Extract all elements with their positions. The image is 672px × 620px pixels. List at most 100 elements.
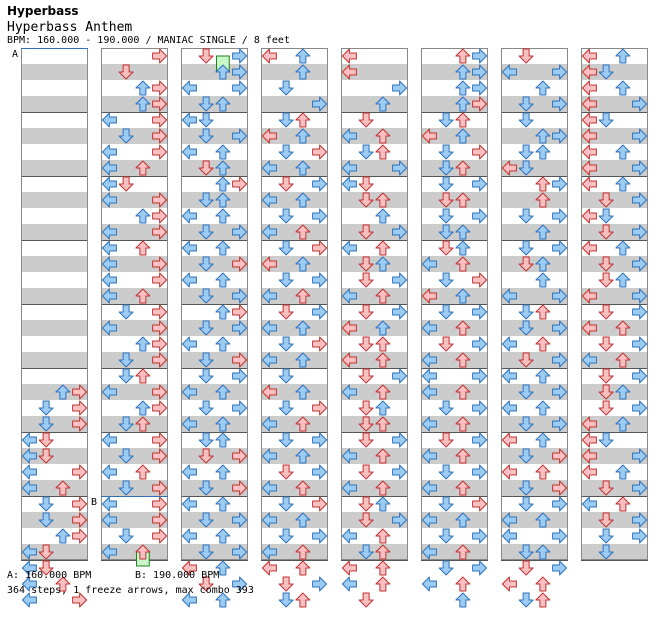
- beat-stripe: [261, 320, 328, 336]
- arrow-right-icon: [552, 448, 568, 464]
- beat-stripe: [421, 512, 488, 528]
- arrow-down-icon: [118, 528, 134, 544]
- beat-stripe: [101, 352, 168, 368]
- beat-stripe: [261, 512, 328, 528]
- arrow-right-icon: [152, 112, 168, 128]
- arrow-down-icon: [358, 256, 374, 272]
- arrow-left-icon: [261, 320, 277, 336]
- arrow-up-icon: [615, 80, 631, 96]
- bpm-b-label: B: 190.000 BPM: [135, 570, 220, 581]
- arrow-right-icon: [632, 288, 648, 304]
- arrow-down-icon: [598, 544, 614, 560]
- beat-stripe: [181, 512, 248, 528]
- arrow-left-icon: [501, 576, 517, 592]
- arrow-down-icon: [518, 48, 534, 64]
- arrow-left-icon: [581, 288, 597, 304]
- beat-stripe: [101, 128, 168, 144]
- arrow-left-icon: [261, 384, 277, 400]
- arrow-up-icon: [375, 320, 391, 336]
- arrow-up-icon: [55, 576, 71, 592]
- arrow-up-icon: [375, 496, 391, 512]
- arrow-down-icon: [598, 384, 614, 400]
- arrow-down-icon: [358, 144, 374, 160]
- beat-stripe: [21, 480, 88, 496]
- arrow-down-icon: [278, 144, 294, 160]
- beat-stripe: [421, 416, 488, 432]
- measure-column: [581, 48, 648, 561]
- arrow-down-icon: [38, 560, 54, 576]
- arrow-left-icon: [261, 288, 277, 304]
- beat-stripe: [101, 416, 168, 432]
- arrow-right-icon: [152, 272, 168, 288]
- beat-stripe: [101, 544, 168, 560]
- song-title: Hyperbass: [7, 4, 79, 18]
- arrow-up-icon: [535, 576, 551, 592]
- arrow-right-icon: [312, 304, 328, 320]
- arrow-left-icon: [261, 480, 277, 496]
- arrow-up-icon: [615, 48, 631, 64]
- arrow-right-icon: [152, 192, 168, 208]
- arrow-down-icon: [278, 496, 294, 512]
- beat-stripe: [341, 416, 408, 432]
- beat-stripe: [581, 448, 648, 464]
- arrow-up-icon: [295, 160, 311, 176]
- measure-column: [181, 48, 248, 561]
- arrow-left-icon: [261, 224, 277, 240]
- arrow-up-icon: [215, 304, 231, 320]
- arrow-down-icon: [598, 528, 614, 544]
- song-subtitle: Hyperbass Anthem: [7, 20, 133, 35]
- arrow-right-icon: [392, 512, 408, 528]
- arrow-left-icon: [101, 272, 117, 288]
- beat-stripe: [341, 192, 408, 208]
- arrow-down-icon: [438, 304, 454, 320]
- arrow-down-icon: [358, 336, 374, 352]
- arrow-down-icon: [438, 432, 454, 448]
- arrow-left-icon: [581, 48, 597, 64]
- arrow-down-icon: [598, 480, 614, 496]
- beat-stripe: [21, 192, 88, 208]
- arrow-up-icon: [535, 432, 551, 448]
- beat-stripe: [581, 512, 648, 528]
- arrow-right-icon: [312, 240, 328, 256]
- arrow-down-icon: [518, 416, 534, 432]
- beat-stripe: [421, 320, 488, 336]
- arrow-up-icon: [295, 544, 311, 560]
- arrow-down-icon: [358, 512, 374, 528]
- beat-stripe: [101, 448, 168, 464]
- arrow-left-icon: [101, 384, 117, 400]
- arrow-right-icon: [152, 48, 168, 64]
- arrow-left-icon: [261, 160, 277, 176]
- arrow-down-icon: [278, 400, 294, 416]
- arrow-right-icon: [552, 64, 568, 80]
- beat-stripe: [101, 224, 168, 240]
- arrow-down-icon: [278, 528, 294, 544]
- arrow-right-icon: [392, 80, 408, 96]
- arrow-down-icon: [198, 256, 214, 272]
- arrow-up-icon: [135, 400, 151, 416]
- beat-stripe: [421, 224, 488, 240]
- arrow-left-icon: [341, 576, 357, 592]
- beat-stripe: [101, 512, 168, 528]
- arrow-right-icon: [232, 320, 248, 336]
- arrow-left-icon: [261, 560, 277, 576]
- arrow-down-icon: [198, 192, 214, 208]
- arrow-up-icon: [215, 464, 231, 480]
- arrow-left-icon: [181, 496, 197, 512]
- arrow-up-icon: [535, 80, 551, 96]
- beat-stripe: [581, 96, 648, 112]
- arrow-down-icon: [518, 112, 534, 128]
- arrow-down-icon: [598, 208, 614, 224]
- arrow-up-icon: [535, 464, 551, 480]
- arrow-up-icon: [295, 352, 311, 368]
- arrow-up-icon: [215, 208, 231, 224]
- arrow-right-icon: [632, 336, 648, 352]
- arrow-right-icon: [232, 64, 248, 80]
- arrow-right-icon: [472, 272, 488, 288]
- arrow-down-icon: [198, 112, 214, 128]
- arrow-down-icon: [38, 400, 54, 416]
- arrow-left-icon: [101, 320, 117, 336]
- beat-stripe: [501, 448, 568, 464]
- arrow-down-icon: [198, 576, 214, 592]
- beat-stripe: [341, 544, 408, 560]
- arrow-left-icon: [261, 448, 277, 464]
